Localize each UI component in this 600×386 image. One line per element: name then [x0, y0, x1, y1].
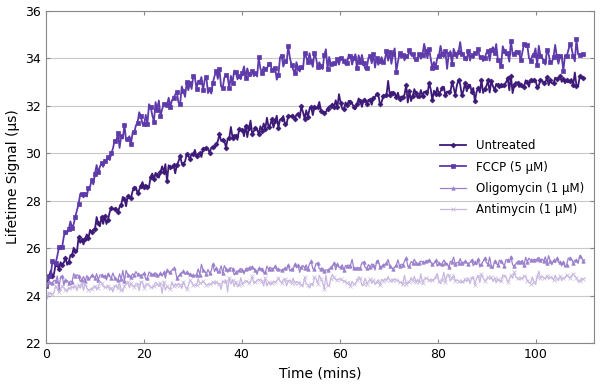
Y-axis label: Lifetime Signal (μs): Lifetime Signal (μs)	[5, 109, 20, 244]
FCCP (5 μM)	[581, 53, 588, 58]
Untreated	[104, 218, 112, 222]
Oligomycin (1 μM)	[86, 276, 94, 281]
X-axis label: Time (mins): Time (mins)	[279, 366, 361, 381]
Oligomycin (1 μM)	[545, 253, 552, 258]
FCCP (5 μM)	[42, 284, 49, 288]
FCCP (5 μM)	[381, 57, 388, 62]
Antimycin (1 μM)	[86, 287, 94, 292]
Antimycin (1 μM)	[565, 274, 572, 279]
Line: FCCP (5 μM): FCCP (5 μM)	[43, 37, 587, 289]
FCCP (5 μM)	[515, 51, 523, 56]
Oligomycin (1 μM)	[104, 271, 112, 276]
FCCP (5 μM)	[104, 155, 112, 159]
Untreated	[381, 93, 388, 98]
Untreated	[571, 70, 578, 75]
Antimycin (1 μM)	[59, 284, 66, 289]
Untreated	[563, 78, 570, 83]
Oligomycin (1 μM)	[581, 257, 588, 262]
Antimycin (1 μM)	[581, 276, 588, 281]
Untreated	[59, 262, 66, 267]
Oligomycin (1 μM)	[565, 256, 572, 261]
Antimycin (1 μM)	[515, 277, 523, 282]
Untreated	[42, 279, 49, 284]
Oligomycin (1 μM)	[42, 282, 49, 286]
FCCP (5 μM)	[59, 244, 66, 249]
FCCP (5 μM)	[44, 284, 51, 289]
Legend: Untreated, FCCP (5 μM), Oligomycin (1 μM), Antimycin (1 μM): Untreated, FCCP (5 μM), Oligomycin (1 μM…	[436, 135, 589, 221]
Untreated	[44, 280, 51, 284]
Line: Antimycin (1 μM): Antimycin (1 μM)	[44, 269, 586, 300]
Untreated	[86, 228, 94, 232]
Antimycin (1 μM)	[535, 269, 542, 274]
FCCP (5 μM)	[86, 184, 94, 189]
Antimycin (1 μM)	[44, 296, 51, 301]
FCCP (5 μM)	[573, 37, 580, 42]
Antimycin (1 μM)	[104, 283, 112, 288]
Oligomycin (1 μM)	[381, 262, 388, 267]
Antimycin (1 μM)	[381, 277, 388, 281]
Oligomycin (1 μM)	[515, 259, 523, 263]
FCCP (5 μM)	[563, 54, 570, 58]
Untreated	[581, 76, 588, 81]
Antimycin (1 μM)	[42, 291, 49, 296]
Line: Oligomycin (1 μM): Oligomycin (1 μM)	[44, 254, 586, 290]
Untreated	[515, 85, 523, 89]
Oligomycin (1 μM)	[59, 274, 66, 278]
Oligomycin (1 μM)	[55, 285, 62, 290]
Line: Untreated: Untreated	[44, 71, 586, 284]
